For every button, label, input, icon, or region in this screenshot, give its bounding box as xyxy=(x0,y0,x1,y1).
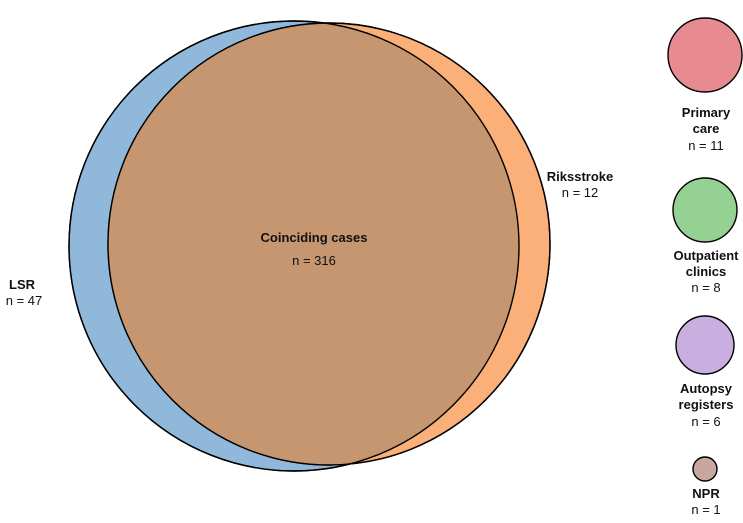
riksstroke-label: Riksstroke xyxy=(547,169,613,184)
legend-label-line1: NPR xyxy=(692,486,720,501)
legend-item-outpatient-clinics: Outpatient clinics n = 8 xyxy=(672,177,740,295)
legend-label-line1: Autopsy xyxy=(680,381,733,396)
legend-label-line1: Outpatient xyxy=(674,248,740,263)
legend-count: n = 8 xyxy=(691,280,720,295)
legend: Primary care n = 11 Outpatient clinics n… xyxy=(667,17,743,517)
legend-label-line2: clinics xyxy=(686,264,726,279)
tan-circle-icon xyxy=(692,456,718,482)
overlap-count: n = 316 xyxy=(292,253,336,268)
legend-label-line2: care xyxy=(693,121,720,136)
legend-count: n = 11 xyxy=(688,138,724,153)
lsr-label: LSR xyxy=(9,277,36,292)
legend-label-line2: registers xyxy=(679,397,734,412)
riksstroke-outline xyxy=(107,22,551,466)
legend-count: n = 6 xyxy=(691,414,720,429)
pink-circle-icon xyxy=(667,17,743,93)
legend-item-npr: NPR n = 1 xyxy=(691,456,721,517)
legend-count: n = 1 xyxy=(691,502,720,517)
lsr-count: n = 47 xyxy=(6,293,43,308)
legend-label-line1: Primary xyxy=(682,105,731,120)
legend-item-primary-care: Primary care n = 11 xyxy=(667,17,743,153)
green-circle-icon xyxy=(672,177,738,243)
overlap-region xyxy=(108,23,519,465)
legend-item-autopsy-registers: Autopsy registers n = 6 xyxy=(675,315,735,429)
purple-circle-icon xyxy=(675,315,735,375)
lsr-outline xyxy=(68,20,520,472)
overlap-label: Coinciding cases xyxy=(261,230,368,245)
riksstroke-count: n = 12 xyxy=(562,185,599,200)
